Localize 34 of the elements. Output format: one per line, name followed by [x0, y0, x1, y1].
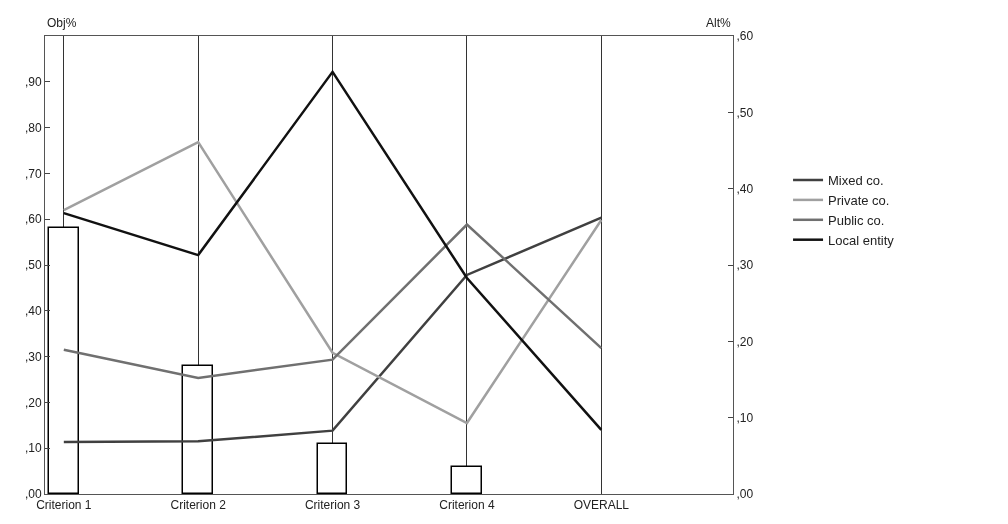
legend-label: Local entity [828, 232, 895, 248]
line-series [62, 140, 603, 425]
legend-label: Private co. [828, 192, 890, 208]
bar [450, 465, 482, 494]
y2-tick-label: ,00 [736, 487, 754, 502]
y-tick-label: ,70 [24, 166, 42, 181]
x-tick-label: Criterion 4 [439, 498, 495, 513]
y2-tick-label: ,10 [736, 410, 754, 425]
legend-label: Public co. [828, 212, 885, 228]
y-tick-label: ,80 [24, 120, 42, 135]
y2-tick-label: ,50 [736, 105, 754, 120]
y-tick-label: ,30 [24, 349, 42, 364]
bar [47, 226, 79, 494]
x-tick-label: Criterion 3 [304, 498, 361, 513]
y2-tick-label: ,20 [736, 334, 754, 349]
line-series [62, 216, 603, 444]
y2-tick-label: ,30 [736, 258, 754, 273]
line-series [62, 223, 603, 380]
bar [181, 364, 213, 494]
x-tick-label: OVERALL [573, 498, 630, 513]
y-tick-label: ,20 [24, 395, 42, 410]
line-series [62, 70, 603, 432]
y-tick-label: ,10 [24, 441, 42, 456]
y-tick-label: ,90 [24, 75, 42, 89]
y-tick-label: ,50 [24, 258, 42, 273]
legend-label: Mixed co. [828, 173, 884, 189]
y-tick-label: ,40 [24, 304, 42, 318]
y2-tick-label: ,40 [736, 181, 754, 196]
y-axis-title: Obj% [47, 16, 77, 30]
y2-axis-title: Alt% [706, 16, 731, 30]
y-tick-label: ,60 [24, 212, 42, 227]
y2-tick-label: ,60 [736, 29, 754, 44]
bar [316, 442, 347, 494]
x-tick-label: Criterion 2 [170, 498, 227, 513]
